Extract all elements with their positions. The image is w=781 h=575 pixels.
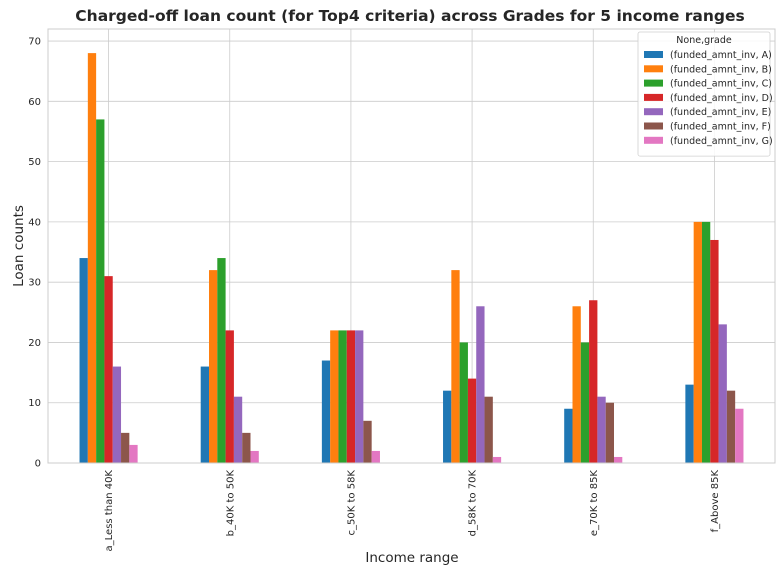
x-tick-label: f_Above 85K xyxy=(710,470,721,533)
x-tick-label: c_50K to 58K xyxy=(346,470,357,536)
bar xyxy=(701,221,711,463)
x-tick-label: e_70K to 85K xyxy=(589,470,600,537)
legend-label: (funded_amnt_inv, B) xyxy=(670,64,772,75)
legend-swatch xyxy=(644,79,663,87)
bar xyxy=(321,360,331,463)
y-tick-label: 10 xyxy=(28,398,41,409)
bar xyxy=(242,432,251,463)
x-axis-label: Income range xyxy=(365,550,458,566)
bar xyxy=(492,456,502,463)
bar xyxy=(605,402,614,463)
y-axis-label: Loan counts xyxy=(11,205,27,287)
y-tick-label: 70 xyxy=(28,37,41,48)
bar xyxy=(476,306,485,463)
bar xyxy=(564,408,573,463)
legend-box xyxy=(637,31,771,157)
bar xyxy=(467,378,477,463)
bar xyxy=(112,366,122,463)
x-tick-label: d_58K to 70K xyxy=(468,470,479,537)
legend-label: (funded_amnt_inv, G) xyxy=(670,136,773,147)
legend-swatch xyxy=(644,108,663,116)
x-tick-label: b_40K to 50K xyxy=(225,470,236,537)
bar xyxy=(371,450,380,463)
bar xyxy=(572,306,581,463)
plot-frame xyxy=(47,28,776,464)
legend-swatch xyxy=(644,93,663,101)
bar xyxy=(217,258,226,463)
legend-swatch xyxy=(644,122,663,130)
bar xyxy=(129,444,138,463)
y-tick-label: 60 xyxy=(28,97,41,108)
y-tick-label: 0 xyxy=(35,459,41,470)
bar xyxy=(209,270,218,463)
y-tick-label: 30 xyxy=(28,278,41,289)
legend-swatch xyxy=(644,136,663,144)
bar xyxy=(330,330,339,463)
legend-swatch xyxy=(644,51,663,58)
bar xyxy=(710,239,719,463)
legend: None,grade (funded_amnt_inv, A)(funded_a… xyxy=(637,31,773,157)
bar xyxy=(96,119,105,464)
bar xyxy=(355,330,364,463)
bar xyxy=(79,258,88,463)
bar xyxy=(726,390,736,463)
legend-title: None,grade xyxy=(676,35,732,46)
bars xyxy=(79,53,744,464)
bar xyxy=(718,324,727,463)
bar xyxy=(443,390,452,463)
bar xyxy=(484,396,493,463)
y-tick-label: 40 xyxy=(28,217,41,228)
legend-items: (funded_amnt_inv, A) (funded_amnt_inv, B)… xyxy=(644,50,773,147)
bar xyxy=(614,456,623,463)
bar xyxy=(121,432,130,463)
bar xyxy=(250,450,259,463)
x-tick-label: a_Less than 40K xyxy=(104,470,115,552)
axes: 0 10 20 30 40 50 60 70 a_Less than 40K b_40K to 5… xyxy=(28,28,776,552)
legend-swatch xyxy=(644,65,663,73)
bar xyxy=(685,384,694,463)
bar xyxy=(693,221,702,463)
legend-label: (funded_amnt_inv, F) xyxy=(670,122,771,133)
bar xyxy=(104,276,113,463)
legend-label: (funded_amnt_inv, A) xyxy=(670,50,772,61)
bar xyxy=(580,342,590,463)
y-tick-label: 50 xyxy=(28,157,41,168)
bar xyxy=(200,366,209,463)
bar xyxy=(225,330,234,463)
bar xyxy=(459,342,468,463)
bar xyxy=(346,330,356,463)
bar xyxy=(735,408,744,463)
bar xyxy=(87,53,97,463)
bar xyxy=(597,396,606,463)
legend-label: (funded_amnt_inv, E) xyxy=(670,107,771,118)
bar xyxy=(451,270,460,463)
bar xyxy=(233,396,243,463)
bar xyxy=(589,300,598,463)
bar xyxy=(363,420,372,463)
legend-label: (funded_amnt_inv, C) xyxy=(670,79,772,90)
y-tick-label: 20 xyxy=(28,338,41,349)
legend-label: (funded_amnt_inv, D) xyxy=(670,93,773,104)
chart-title: Charged-off loan count (for Top4 criteri… xyxy=(75,7,744,25)
bar xyxy=(338,330,347,463)
